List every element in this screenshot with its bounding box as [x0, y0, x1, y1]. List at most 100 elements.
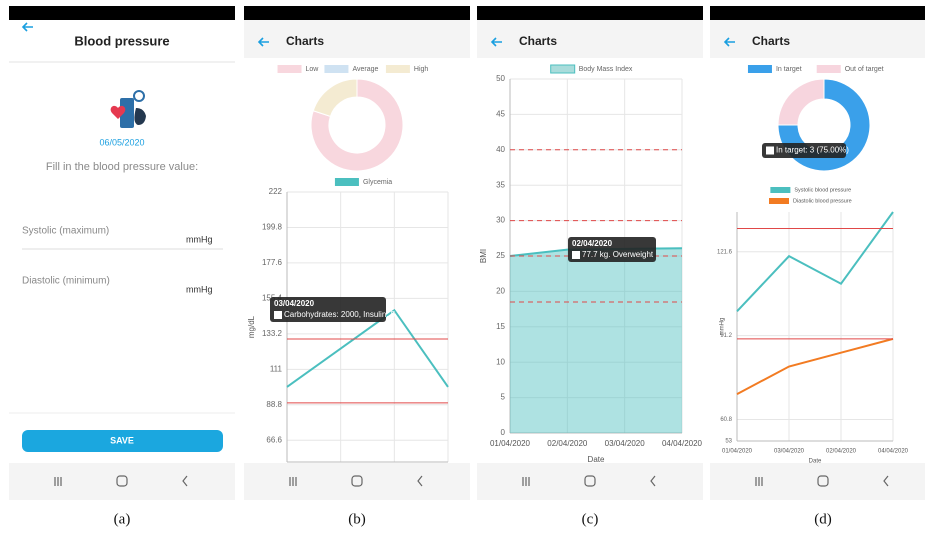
- nav-recent[interactable]: [289, 477, 297, 486]
- save-button[interactable]: [22, 430, 223, 452]
- y-tick-label: 30: [496, 216, 505, 225]
- y-tick-label: 20: [496, 287, 505, 296]
- icon-board: [120, 98, 134, 128]
- caption: (b): [348, 511, 366, 527]
- status-bar: [244, 6, 470, 20]
- nav-home[interactable]: [584, 475, 596, 487]
- legend-swatch: [770, 187, 791, 193]
- pie-slice: [310, 78, 404, 172]
- series-line: [286, 308, 449, 388]
- x-tick-label: 02/04/2020: [547, 439, 588, 448]
- y-tick-label: 15: [496, 322, 505, 331]
- screen-title: Charts: [752, 34, 790, 48]
- legend-label: Average: [352, 66, 378, 73]
- legend-swatch: [747, 65, 772, 73]
- x-tick-label: 01/04/2020: [722, 449, 753, 455]
- y-tick-label: 121.6: [717, 249, 733, 255]
- tooltip-title: 03/04/2020: [274, 299, 315, 308]
- nav-bar: [9, 463, 235, 500]
- icon-heart: [110, 105, 126, 119]
- legend-label: High: [414, 66, 429, 73]
- status-bar: [477, 6, 703, 20]
- date: 06/05/2020: [99, 137, 144, 147]
- tooltip-text: In target: 3 (75.00%): [776, 146, 849, 155]
- tooltip-swatch: [572, 251, 580, 259]
- y-tick-label: 91.2: [720, 333, 732, 339]
- legend-label: Out of target: [845, 66, 884, 73]
- x-tick-label: 01/04/2020: [490, 439, 531, 448]
- app-bar: [710, 20, 925, 58]
- back-button[interactable]: [490, 37, 502, 47]
- tooltip-swatch: [274, 311, 282, 319]
- field-unit: mmHg: [186, 234, 213, 244]
- screen-title: Blood pressure: [74, 33, 169, 48]
- nav-back[interactable]: [417, 475, 423, 487]
- area: [510, 248, 682, 433]
- x-tick-label: 04/04/2020: [878, 449, 909, 455]
- y-tick-label: 177.6: [262, 258, 283, 267]
- nav-recent[interactable]: [54, 477, 62, 486]
- tooltip-text: Carbohydrates: 2000, Insulin: 5: [284, 310, 396, 319]
- legend-label: Glycemia: [363, 179, 392, 186]
- app-bar: [477, 20, 703, 58]
- legend-label: Low: [306, 66, 320, 73]
- legend-swatch: [334, 178, 359, 186]
- y-axis-label: mmHg: [720, 318, 726, 336]
- nav-home[interactable]: [116, 475, 128, 487]
- tooltip-swatch: [766, 146, 774, 155]
- y-axis-label: mg/dL: [247, 315, 256, 338]
- back-button[interactable]: [257, 37, 269, 47]
- y-tick-label: 0: [501, 428, 506, 437]
- x-tick-label: 03/04/2020: [774, 449, 805, 455]
- y-tick-label: 66.6: [266, 435, 282, 444]
- tooltip: [270, 297, 386, 322]
- y-tick-label: 222: [269, 187, 283, 196]
- y-tick-label: 60.8: [720, 417, 732, 423]
- nav-back[interactable]: [650, 475, 656, 487]
- y-tick-label: 53: [725, 439, 732, 445]
- y-tick-label: 133.2: [262, 329, 283, 338]
- icon-gauge: [133, 90, 145, 102]
- legend-swatch: [550, 64, 576, 74]
- y-tick-label: 45: [496, 110, 505, 119]
- nav-bar: [477, 463, 703, 500]
- field-label[interactable]: Systolic (maximum): [22, 226, 109, 237]
- y-axis-label: BMI: [479, 249, 488, 263]
- series-line: [736, 337, 894, 395]
- nav-recent[interactable]: [755, 477, 763, 486]
- legend-swatch: [324, 65, 349, 73]
- nav-recent[interactable]: [522, 477, 530, 486]
- legend-label: Body Mass Index: [579, 66, 633, 73]
- nav-home[interactable]: [351, 475, 363, 487]
- legend-swatch: [277, 65, 302, 73]
- nav-bar: [244, 463, 470, 500]
- nav-home[interactable]: [817, 475, 829, 487]
- legend-label: Diastolic blood pressure: [793, 198, 852, 204]
- tooltip: [568, 237, 656, 262]
- caption: (c): [582, 511, 599, 527]
- tooltip-title: 02/04/2020: [572, 239, 613, 248]
- nav-back[interactable]: [883, 475, 889, 487]
- status-bar: [9, 6, 235, 20]
- x-tick-label: 02/04/2020: [826, 449, 857, 455]
- y-tick-label: 111: [270, 364, 283, 373]
- nav-back[interactable]: [182, 475, 188, 487]
- legend-swatch: [816, 65, 841, 73]
- status-bar: [710, 6, 925, 20]
- x-axis-label: Date: [809, 459, 822, 465]
- x-tick-label: 04/04/2020: [662, 439, 703, 448]
- caption: (a): [114, 511, 131, 527]
- pie-slice: [777, 78, 825, 126]
- back-button[interactable]: [21, 22, 33, 32]
- y-tick-label: 199.8: [262, 223, 283, 232]
- y-tick-label: 35: [496, 180, 505, 189]
- y-tick-label: 50: [496, 74, 505, 83]
- legend-swatch: [385, 65, 410, 73]
- icon-bulb: [134, 108, 146, 125]
- y-tick-label: 5: [501, 393, 506, 402]
- field-label[interactable]: Diastolic (minimum): [22, 276, 110, 287]
- prompt: Fill in the blood pressure value:: [46, 161, 198, 173]
- screen-title: Charts: [286, 34, 324, 48]
- save-button-label: SAVE: [110, 435, 134, 445]
- back-button[interactable]: [723, 37, 735, 47]
